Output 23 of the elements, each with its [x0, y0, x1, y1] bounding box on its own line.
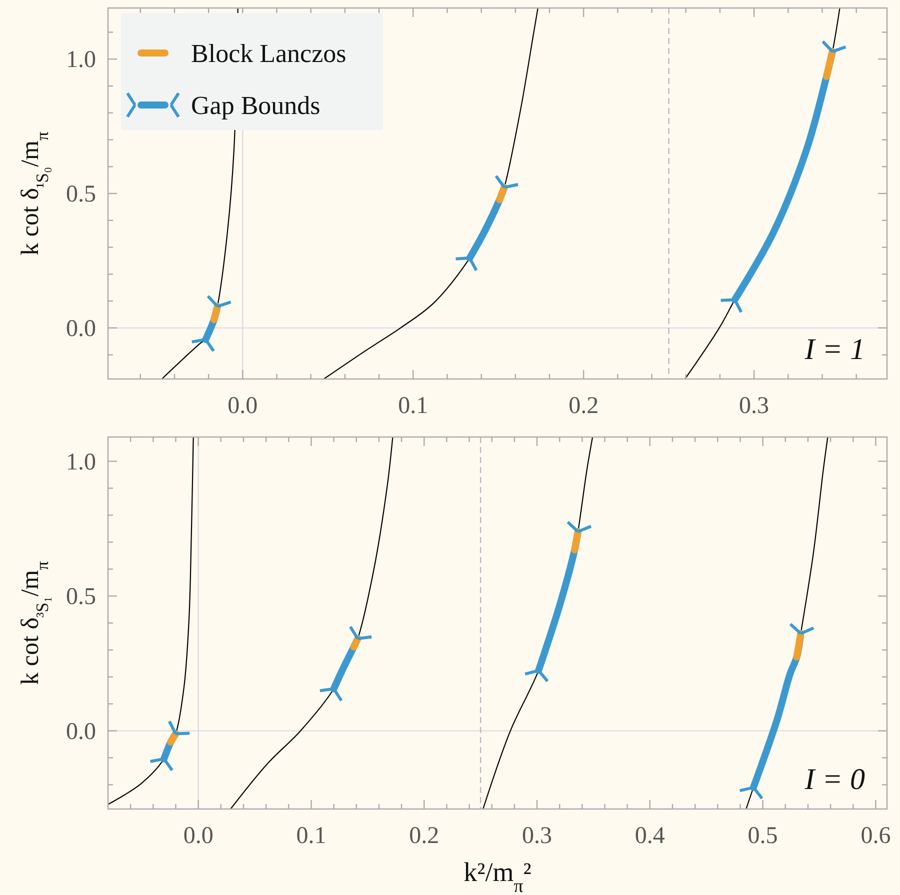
annotation: I = 0	[804, 763, 865, 796]
line-series	[108, 437, 194, 805]
x-tick-label: 0.2	[568, 393, 599, 419]
legend-label: Gap Bounds	[191, 91, 320, 120]
y-tick-label: 1.0	[66, 47, 96, 74]
annotation: I = 1	[804, 333, 865, 366]
x-axis-title: k²/m$_{π}$²	[464, 857, 532, 895]
x-tick-label: 0.2	[409, 823, 440, 849]
y-tick-label: 1.0	[66, 449, 96, 476]
y-tick-label: 0.5	[66, 584, 96, 610]
x-tick-label: 0.1	[398, 393, 428, 419]
x-tick-label: 0.6	[860, 823, 891, 849]
x-tick-label: 0.4	[634, 823, 665, 849]
legend-label: Block Lanczos	[191, 39, 346, 68]
x-tick-label: 0.0	[183, 823, 214, 849]
x-tick-label: 0.5	[748, 823, 778, 849]
x-tick-label: 0.0	[228, 393, 258, 419]
y-tick-label: 0.0	[66, 718, 96, 745]
x-tick-label: 0.1	[296, 823, 326, 849]
y-tick-label: 0.5	[66, 182, 96, 208]
y-tick-label: 0.0	[66, 316, 96, 342]
x-tick-label: 0.3	[739, 393, 770, 419]
x-tick-label: 0.3	[522, 823, 552, 849]
